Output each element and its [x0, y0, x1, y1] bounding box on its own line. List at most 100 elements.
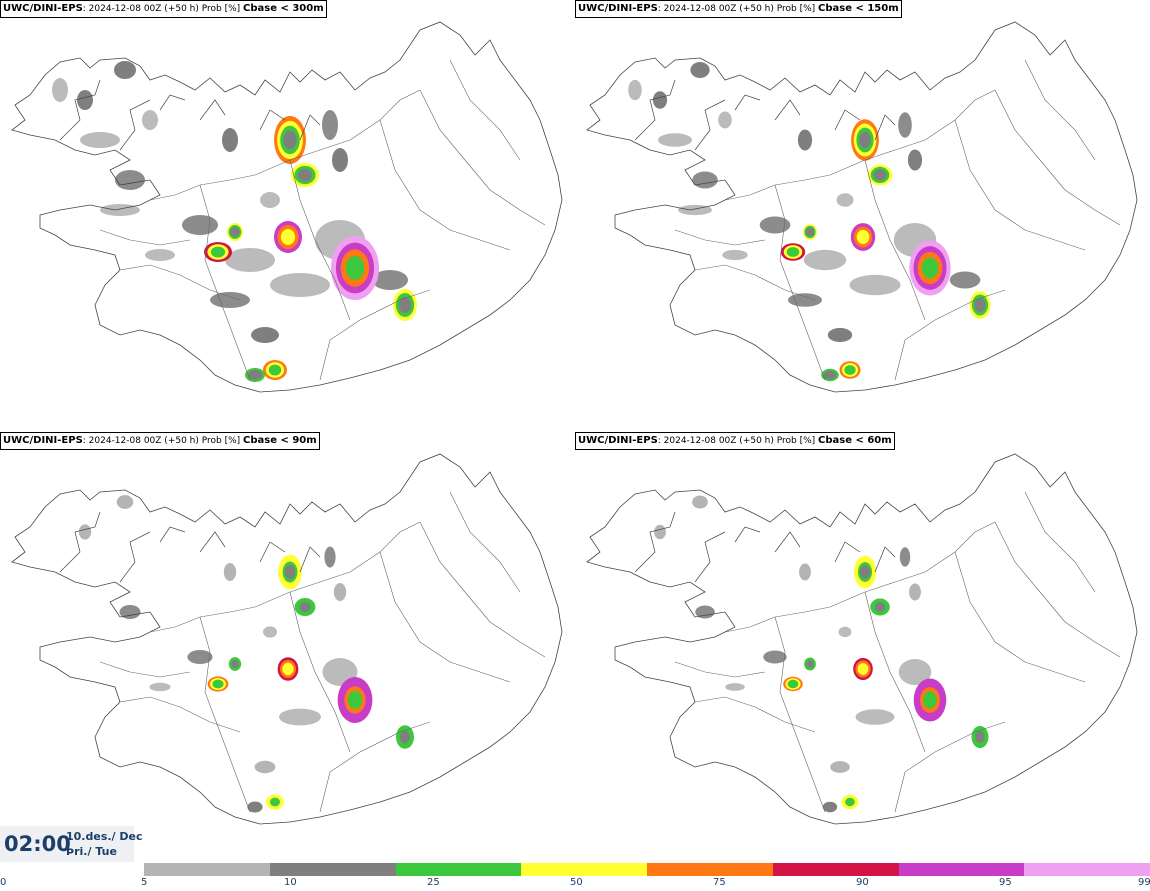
probability-area: [225, 248, 275, 272]
coastline-fjord: [199, 99, 226, 121]
probability-area: [249, 802, 261, 812]
probability-area: [52, 78, 68, 102]
probability-area: [347, 691, 363, 709]
legend-swatch: [1024, 863, 1150, 876]
probability-area: [251, 327, 279, 343]
probability-area: [332, 148, 348, 172]
legend-tick: 50: [570, 877, 583, 888]
probability-area: [212, 679, 224, 689]
legend-swatch: [269, 863, 396, 876]
probability-area: [921, 257, 939, 279]
coastline-fjord: [774, 531, 801, 553]
coastline-fjord: [834, 541, 861, 563]
valid-time-box: 02:00 10.des./ Dec Þri./ Tue: [0, 826, 143, 862]
probability-area: [899, 547, 911, 567]
legend-tick: 0: [0, 877, 7, 888]
region-border: [1024, 491, 1096, 593]
probability-area: [260, 192, 280, 208]
region-border: [119, 264, 241, 301]
region-border: [954, 551, 1086, 683]
iceland-map: [586, 453, 1138, 825]
probability-area: [324, 546, 336, 568]
probability-area: [857, 663, 869, 675]
region-border: [894, 289, 1006, 381]
region-border: [199, 184, 251, 381]
coastline-fjord: [119, 531, 151, 583]
probability-area: [824, 803, 836, 811]
legend-swatch: [647, 863, 774, 876]
legend-tick: 10: [284, 877, 297, 888]
probability-area: [797, 129, 813, 151]
probability-area: [823, 370, 837, 380]
region-border: [674, 229, 766, 246]
probability-area: [114, 61, 136, 79]
region-border: [449, 59, 521, 161]
probability-area: [923, 691, 937, 709]
coastline: [586, 453, 1138, 825]
region-border: [694, 264, 816, 301]
probability-area: [836, 193, 854, 207]
region-border: [319, 289, 431, 381]
probability-area: [282, 662, 294, 676]
probability-area: [223, 563, 237, 581]
probability-area: [628, 79, 642, 101]
region-border: [289, 159, 351, 321]
coastline-fjord: [299, 114, 321, 141]
region-border: [864, 591, 926, 753]
coastline-fjord: [159, 526, 186, 543]
panel-title: UWC/DINI-EPS: 2024-12-08 00Z (+50 h) Pro…: [575, 432, 895, 450]
coastline-fjord: [834, 109, 861, 131]
coastline-fjord: [59, 79, 101, 141]
probability-area: [654, 524, 666, 540]
probability-area: [254, 760, 276, 774]
probability-area: [149, 682, 171, 692]
probability-area: [145, 249, 175, 261]
probability-area: [77, 90, 93, 110]
probability-area: [284, 564, 296, 580]
region-border: [774, 616, 826, 813]
probability-area: [799, 563, 811, 581]
coastline-fjord: [119, 99, 151, 151]
coastline-fjord: [694, 531, 726, 583]
probability-area: [806, 660, 814, 668]
probability-area: [115, 170, 145, 190]
coastline-fjord: [199, 531, 226, 553]
probability-area: [270, 273, 330, 297]
iceland-map: [11, 21, 563, 393]
probability-area: [142, 110, 158, 130]
region-border: [419, 521, 546, 658]
iceland-map: [11, 453, 563, 825]
coastline-fjord: [634, 511, 676, 573]
panel-title: UWC/DINI-EPS: 2024-12-08 00Z (+50 h) Pro…: [0, 432, 320, 450]
map-panel-90m: UWC/DINI-EPS: 2024-12-08 00Z (+50 h) Pro…: [0, 432, 575, 862]
legend-tick: 90: [856, 877, 869, 888]
probability-area: [718, 111, 732, 129]
coastline-fjord: [259, 109, 286, 131]
probability-area: [210, 246, 226, 258]
region-border: [674, 661, 766, 678]
probability-area: [830, 761, 850, 773]
probability-area: [873, 169, 887, 181]
panel-title: UWC/DINI-EPS: 2024-12-08 00Z (+50 h) Pro…: [0, 0, 327, 18]
region-border: [1024, 59, 1096, 161]
region-border: [199, 616, 251, 813]
probability-area: [345, 256, 365, 280]
legend-swatch: [395, 863, 522, 876]
valid-day: Þri./ Tue: [66, 845, 117, 858]
probability-area: [803, 249, 847, 271]
region-border: [99, 661, 191, 678]
coastline-fjord: [734, 526, 761, 543]
valid-date: 10.des./ Dec: [66, 830, 143, 843]
probability-area: [844, 365, 856, 375]
probability-area: [692, 171, 718, 189]
probability-area: [400, 730, 410, 744]
region-border: [894, 721, 1006, 813]
valid-time: 02:00: [4, 832, 71, 856]
legend-swatch: [144, 863, 271, 876]
region-border: [319, 721, 431, 813]
region-border: [449, 491, 521, 593]
coastline: [586, 21, 1138, 393]
coastline-fjord: [694, 99, 726, 151]
legend-swatch: [898, 863, 1025, 876]
map-panel-60m: UWC/DINI-EPS: 2024-12-08 00Z (+50 h) Pro…: [575, 432, 1150, 862]
